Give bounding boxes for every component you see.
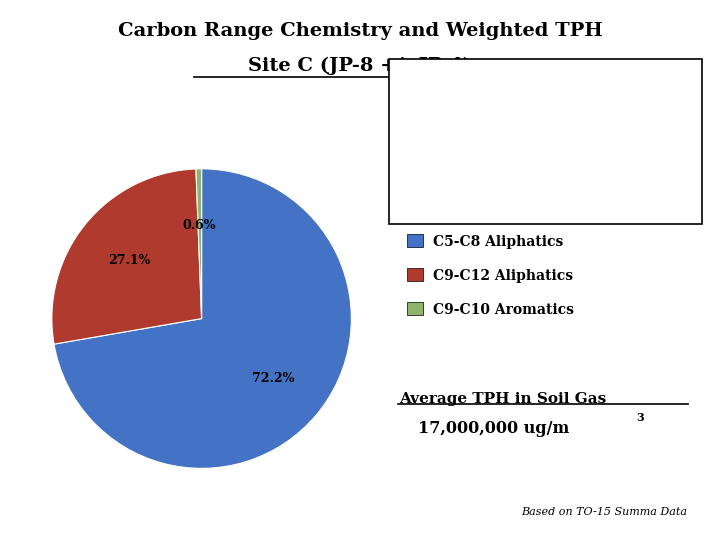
Text: 0.6%: 0.6% — [182, 219, 216, 232]
Text: C5-C8 Aliphatics: C5-C8 Aliphatics — [433, 235, 564, 249]
Text: Based on TO-15 Summa Data: Based on TO-15 Summa Data — [521, 507, 688, 517]
Text: Site C (JP-8 +/- JP-4): Site C (JP-8 +/- JP-4) — [248, 57, 472, 75]
Text: C9-C12 Aliphatics: C9-C12 Aliphatics — [433, 269, 574, 283]
Wedge shape — [196, 169, 202, 319]
Text: 3: 3 — [582, 66, 588, 75]
Text: Carbon Range Chemistry and Weighted TPH: Carbon Range Chemistry and Weighted TPH — [117, 22, 603, 39]
Text: 3: 3 — [636, 412, 644, 423]
Text: res: res — [478, 90, 494, 99]
Wedge shape — [52, 169, 202, 344]
Text: 72.2%: 72.2% — [251, 372, 294, 384]
Text: = 260 ug/m: = 260 ug/m — [495, 87, 585, 100]
Text: = 260,000 ug/m: = 260,000 ug/m — [480, 104, 602, 117]
Text: TPH:Benzene = 18,710!!: TPH:Benzene = 18,710!! — [403, 122, 586, 134]
Text: 27.1%: 27.1% — [108, 254, 150, 267]
Text: 3: 3 — [576, 82, 582, 91]
Text: Soil Gas: Soil Gas — [403, 104, 464, 117]
Wedge shape — [54, 169, 351, 468]
Text: Average TPH in Soil Gas: Average TPH in Soil Gas — [400, 392, 607, 406]
Text: C9-C10 Aromatics: C9-C10 Aromatics — [433, 303, 575, 317]
Text: Weighted RfC= 251 ug/m: Weighted RfC= 251 ug/m — [403, 71, 590, 84]
Text: 3: 3 — [603, 99, 610, 108]
Text: 17,000,000 ug/m: 17,000,000 ug/m — [418, 420, 569, 436]
Text: (minimal benzene in soil gas): (minimal benzene in soil gas) — [401, 140, 570, 151]
Text: res: res — [463, 107, 479, 116]
Text: Indoor Air: Indoor Air — [403, 87, 480, 100]
